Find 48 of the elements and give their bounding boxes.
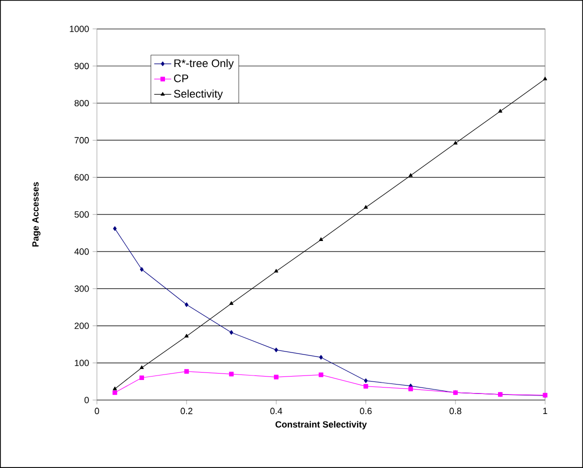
point xyxy=(112,390,118,395)
point xyxy=(112,386,117,390)
point xyxy=(318,372,324,378)
y-tick-label: 600 xyxy=(74,174,89,181)
point xyxy=(139,375,144,380)
x-tick-label: 0.4 xyxy=(270,408,282,414)
x-tick-label: 1 xyxy=(543,408,548,414)
legend-label: CP xyxy=(174,74,188,82)
point xyxy=(113,226,117,231)
y-tick-label: 100 xyxy=(74,360,89,366)
y-axis-title: Page Accesses xyxy=(32,182,40,247)
y-tick-label: 300 xyxy=(74,286,89,292)
point xyxy=(408,173,413,177)
legend-label: R*-tree Only xyxy=(174,59,234,70)
y-tick-label: 400 xyxy=(74,248,89,255)
x-tick-label: 0.2 xyxy=(180,408,192,414)
point xyxy=(140,267,144,272)
y-tick-label: 1000 xyxy=(70,26,89,32)
point xyxy=(274,348,278,352)
y-tick-label: 900 xyxy=(74,62,89,70)
point xyxy=(408,386,413,392)
y-tick-label: 200 xyxy=(74,322,89,329)
point xyxy=(274,268,278,273)
y-tick-label: 700 xyxy=(74,137,89,144)
point xyxy=(229,301,234,305)
y-tick-label: 500 xyxy=(74,211,89,218)
x-tick-label: 0.8 xyxy=(450,408,462,414)
point xyxy=(319,355,323,360)
point xyxy=(184,302,188,307)
point xyxy=(543,76,548,80)
point xyxy=(498,109,502,113)
point xyxy=(318,237,324,242)
point xyxy=(364,378,368,384)
point xyxy=(274,374,278,380)
point xyxy=(453,140,458,145)
x-tick-label: 0 xyxy=(94,408,100,414)
point xyxy=(230,330,234,335)
legend-label: Selectivity xyxy=(174,90,223,100)
point xyxy=(364,205,368,209)
x-axis-title: Constraint Selectivity xyxy=(276,421,367,430)
point xyxy=(184,369,189,374)
x-tick-label: 0.6 xyxy=(360,408,372,414)
y-tick-label: 0 xyxy=(84,396,89,404)
point xyxy=(140,365,144,370)
point xyxy=(229,372,234,376)
point xyxy=(184,334,189,338)
y-tick-label: 800 xyxy=(74,100,89,106)
point xyxy=(364,384,368,389)
